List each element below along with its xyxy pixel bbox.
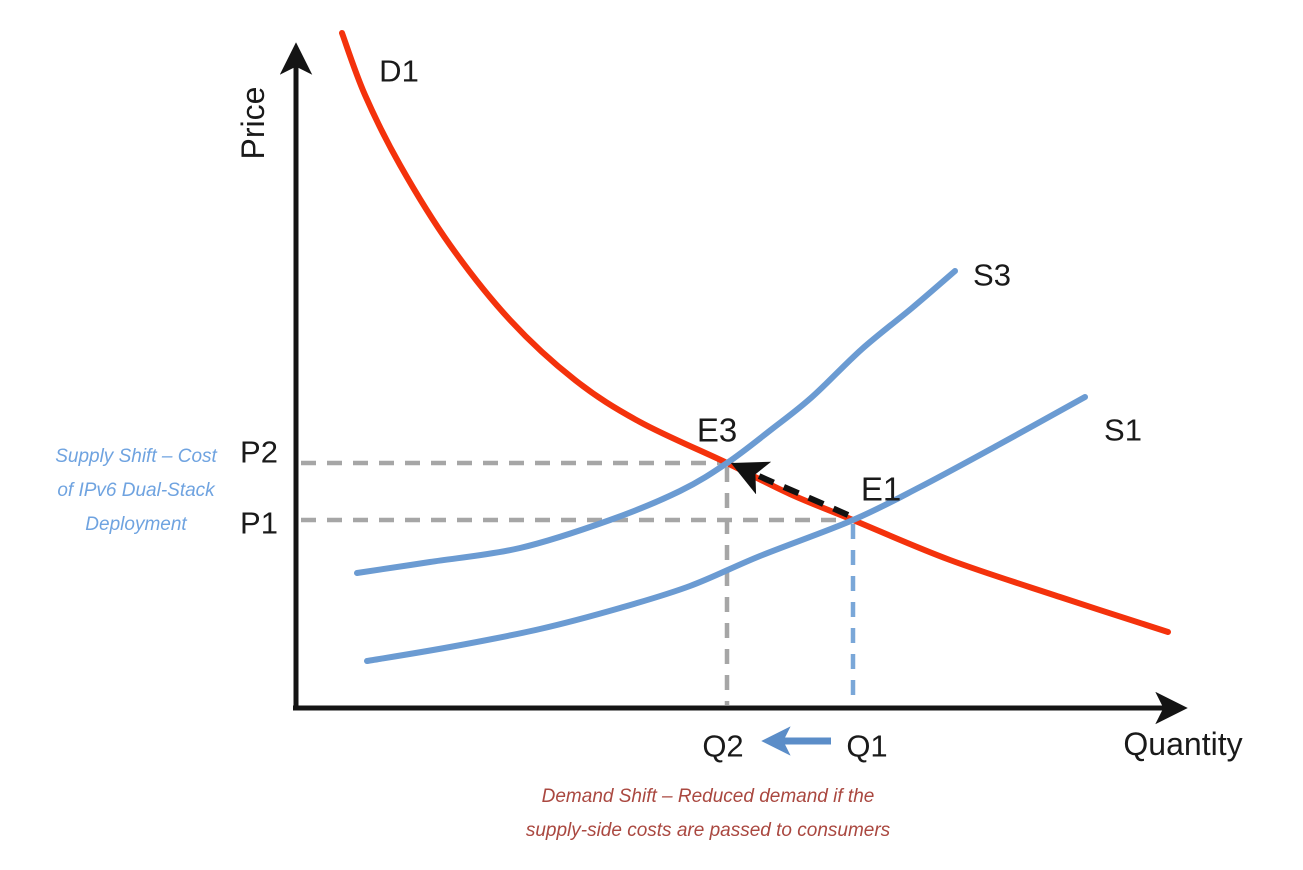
- curve-d1-demand: [339, 30, 1171, 635]
- demand-shift-annotation: Demand Shift – Reduced demand if the sup…: [526, 780, 890, 848]
- curve-s1-supply-original: [364, 394, 1088, 664]
- curve-s3-supply-shifted: [354, 268, 958, 576]
- supply-shift-annotation-line-1: Supply Shift – Cost: [55, 446, 217, 467]
- equilibrium-e1-label: E1: [860, 470, 902, 508]
- demand-curve-label: D1: [379, 53, 419, 89]
- equilibrium-shift-arrow: [730, 461, 850, 518]
- quantity-q1-label: Q1: [846, 728, 888, 764]
- supply-original-curve-label: S1: [1104, 412, 1142, 448]
- equilibrium-e3-label: E3: [696, 411, 738, 449]
- supply-shift-annotation-line-2: of IPv6 Dual-Stack: [57, 480, 215, 501]
- supply-shift-annotation-line-3: Deployment: [85, 514, 187, 535]
- y-axis-title: Price: [235, 86, 271, 160]
- supply-shifted-curve-label: S3: [973, 257, 1011, 293]
- price-p2-label: P2: [240, 434, 278, 470]
- price-p1-label: P1: [240, 505, 278, 541]
- demand-shift-annotation-line-2: supply-side costs are passed to consumer…: [525, 820, 891, 841]
- demand-shift-annotation-line-1: Demand Shift – Reduced demand if the: [541, 786, 875, 807]
- x-axis-title: Quantity: [1123, 726, 1243, 762]
- quantity-q2-label: Q2: [702, 728, 744, 764]
- supply-shift-annotation: Supply Shift – Cost of IPv6 Dual-Stack D…: [55, 440, 217, 542]
